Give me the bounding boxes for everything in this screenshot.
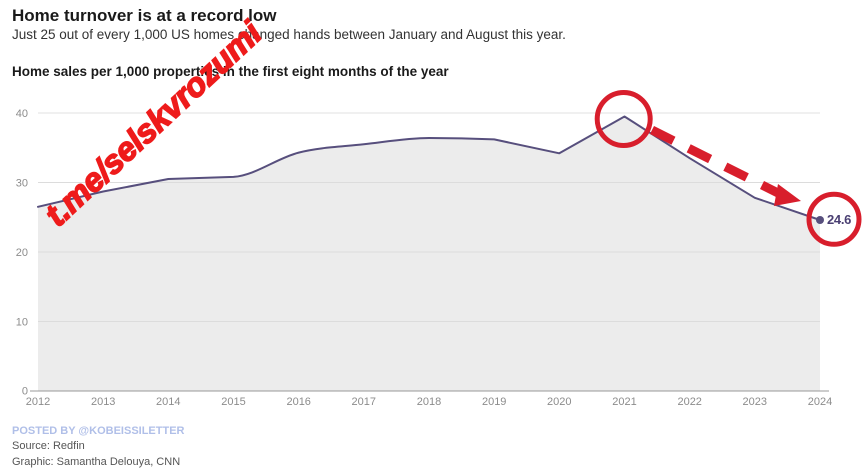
- svg-text:2022: 2022: [677, 396, 701, 408]
- svg-text:2012: 2012: [26, 396, 50, 408]
- svg-text:40: 40: [16, 108, 28, 120]
- svg-text:2013: 2013: [91, 396, 115, 408]
- svg-text:10: 10: [16, 317, 28, 329]
- svg-text:2021: 2021: [612, 396, 636, 408]
- svg-text:30: 30: [16, 178, 28, 190]
- svg-text:2015: 2015: [221, 396, 245, 408]
- svg-text:2017: 2017: [352, 396, 376, 408]
- svg-text:2020: 2020: [547, 396, 571, 408]
- svg-text:2023: 2023: [743, 396, 767, 408]
- svg-text:24.6: 24.6: [827, 212, 851, 227]
- svg-text:2018: 2018: [417, 396, 441, 408]
- svg-text:2014: 2014: [156, 396, 180, 408]
- svg-text:2024: 2024: [808, 396, 832, 408]
- svg-text:20: 20: [16, 247, 28, 259]
- svg-text:2016: 2016: [286, 396, 310, 408]
- svg-text:2019: 2019: [482, 396, 506, 408]
